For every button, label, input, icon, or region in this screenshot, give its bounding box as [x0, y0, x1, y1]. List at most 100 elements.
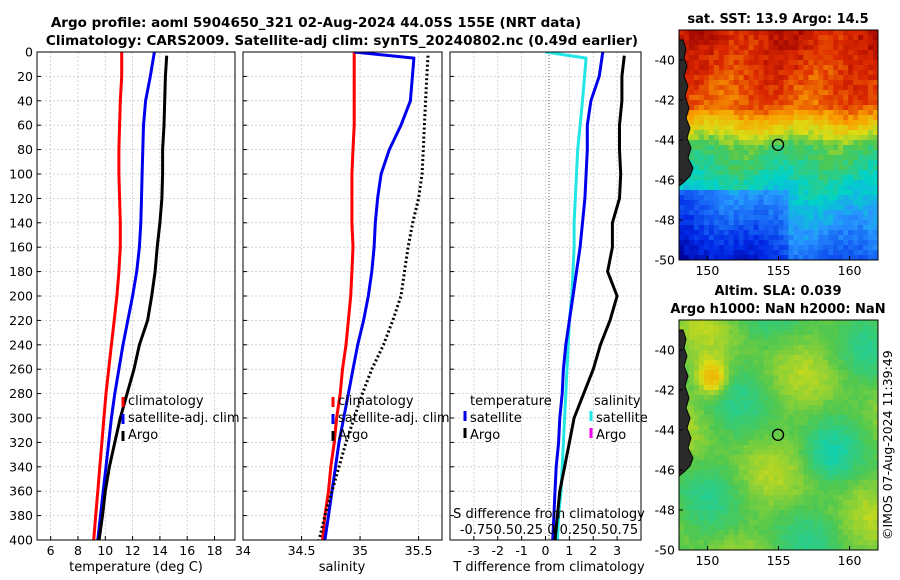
heatmap-cell: [728, 470, 735, 476]
heatmap-cell: [798, 460, 804, 466]
heatmap-cell: [858, 515, 864, 521]
heatmap-cell: [793, 155, 799, 161]
heatmap-cell: [693, 395, 700, 401]
heatmap-cell: [823, 195, 829, 201]
heatmap-cell: [793, 450, 799, 456]
heatmap-cell: [743, 420, 750, 426]
heatmap-cell: [693, 65, 700, 71]
heatmap-cell: [679, 535, 685, 541]
heatmap-cell: [688, 200, 695, 206]
heatmap-cell: [758, 320, 765, 326]
heatmap-cell: [823, 475, 829, 481]
heatmap-cell: [708, 330, 715, 336]
heatmap-cell: [868, 460, 874, 466]
heatmap-cell: [713, 125, 720, 131]
heatmap-cell: [848, 405, 854, 411]
heatmap-cell: [743, 515, 750, 521]
heatmap-cell: [718, 100, 725, 106]
heatmap-cell: [679, 480, 685, 486]
heatmap-cell: [818, 110, 824, 116]
heatmap-cell: [743, 545, 750, 550]
heatmap-cell: [788, 320, 795, 326]
heatmap-cell: [753, 225, 760, 231]
heatmap-cell: [738, 460, 745, 466]
salinity-x-label: salinity: [319, 560, 366, 575]
heatmap-cell: [853, 35, 859, 41]
x-tick-label: 6: [47, 543, 55, 558]
heatmap-cell: [798, 350, 804, 356]
heatmap-cell: [818, 485, 824, 491]
heatmap-cell: [733, 520, 740, 526]
heatmap-cell: [768, 75, 775, 81]
heatmap-cell: [873, 345, 878, 351]
heatmap-cell: [818, 255, 824, 260]
heatmap-cell: [863, 485, 869, 491]
heatmap-cell: [708, 185, 715, 191]
heatmap-cell: [853, 140, 859, 146]
heatmap-cell: [868, 210, 874, 216]
heatmap-cell: [758, 190, 765, 196]
heatmap-cell: [833, 390, 839, 396]
heatmap-cell: [768, 320, 775, 326]
heatmap-cell: [718, 85, 725, 91]
heatmap-cell: [823, 60, 829, 66]
heatmap-cell: [828, 220, 834, 226]
heatmap-cell: [703, 130, 710, 136]
heatmap-cell: [718, 385, 725, 391]
heatmap-cell: [818, 120, 824, 126]
heatmap-cell: [803, 425, 809, 431]
heatmap-cell: [793, 520, 799, 526]
heatmap-cell: [693, 150, 700, 156]
heatmap-cell: [723, 35, 730, 41]
heatmap-cell: [833, 510, 839, 516]
heatmap-cell: [798, 115, 804, 121]
heatmap-cell: [683, 485, 690, 491]
heatmap-cell: [753, 355, 760, 361]
heatmap-cell: [738, 430, 745, 436]
heatmap-cell: [733, 200, 740, 206]
heatmap-cell: [703, 165, 710, 171]
heatmap-cell: [813, 35, 819, 41]
heatmap-cell: [813, 70, 819, 76]
imos-credit: ©IMOS 07-Aug-2024 11:39:49: [880, 350, 895, 540]
heatmap-cell: [768, 90, 775, 96]
heatmap-cell: [679, 510, 685, 516]
heatmap-cell: [748, 480, 755, 486]
heatmap-cell: [808, 355, 814, 361]
heatmap-cell: [843, 435, 849, 441]
heatmap-cell: [688, 210, 695, 216]
heatmap-cell: [713, 165, 720, 171]
heatmap-cell: [848, 130, 854, 136]
heatmap-cell: [743, 95, 750, 101]
heatmap-cell: [828, 245, 834, 251]
heatmap-cell: [873, 185, 878, 191]
heatmap-cell: [743, 445, 750, 451]
heatmap-cell: [833, 455, 839, 461]
heatmap-cell: [858, 495, 864, 501]
heatmap-cell: [813, 390, 819, 396]
heatmap-cell: [733, 125, 740, 131]
heatmap-cell: [773, 210, 780, 216]
heatmap-cell: [863, 355, 869, 361]
heatmap-cell: [703, 525, 710, 531]
heatmap-cell: [863, 45, 869, 51]
heatmap-cell: [718, 220, 725, 226]
heatmap-cell: [688, 465, 695, 471]
heatmap-cell: [748, 540, 755, 546]
heatmap-cell: [753, 375, 760, 381]
heatmap-cell: [793, 215, 799, 221]
heatmap-cell: [858, 325, 864, 331]
heatmap-cell: [848, 445, 854, 451]
difference-x-label: T difference from climatology: [452, 560, 645, 575]
heatmap-cell: [753, 80, 760, 86]
heatmap-cell: [753, 485, 760, 491]
heatmap-cell: [723, 145, 730, 151]
heatmap-cell: [718, 50, 725, 56]
heatmap-cell: [768, 425, 775, 431]
heatmap-cell: [768, 400, 775, 406]
heatmap-cell: [863, 150, 869, 156]
heatmap-cell: [873, 30, 878, 36]
heatmap-cell: [713, 120, 720, 126]
heatmap-cell: [748, 155, 755, 161]
heatmap-cell: [758, 95, 765, 101]
